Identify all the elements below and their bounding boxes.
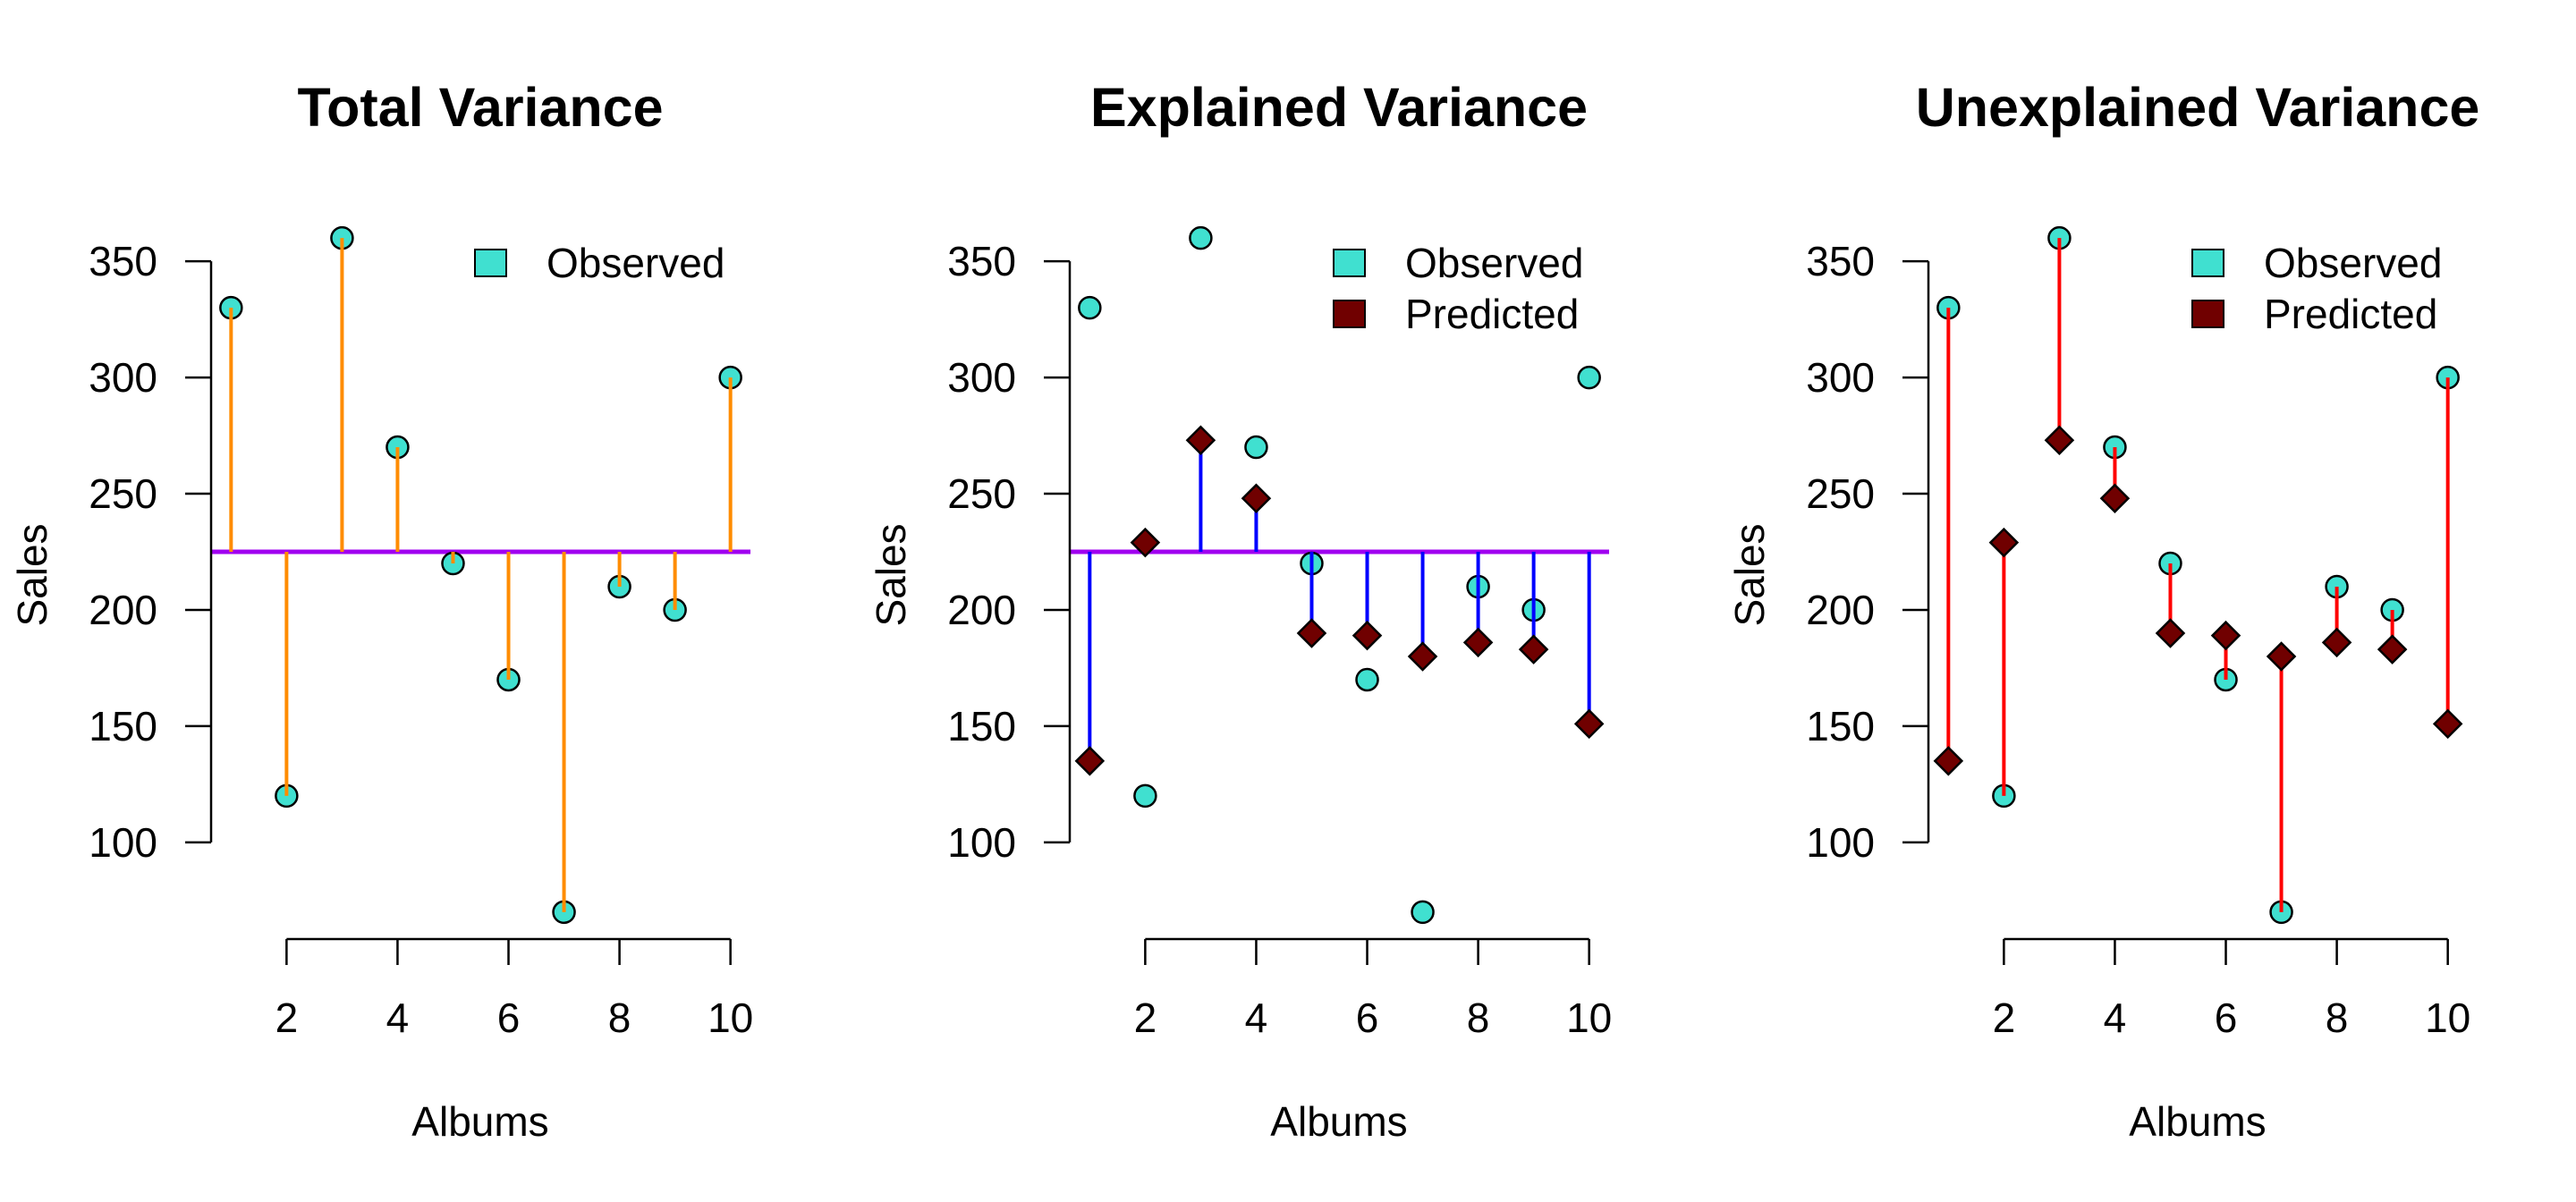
x-tick-label: 4 (1245, 995, 1268, 1041)
axes: 100 150 200 250 300 350 2 4 6 8 10 (89, 238, 753, 1041)
predicted-point (2099, 483, 2131, 514)
observed-point (1577, 365, 1601, 390)
x-tick-label: 8 (2326, 995, 2349, 1041)
y-tick-label: 250 (947, 470, 1016, 517)
plot-marks (1933, 225, 2463, 925)
predicted-point (1573, 708, 1605, 740)
observed-point (1078, 295, 1102, 320)
legend-label-predicted: Predicted (1405, 291, 1579, 337)
observed-point (1244, 435, 1268, 460)
x-tick-label: 6 (1356, 995, 1379, 1041)
legend-swatch-observed (1333, 249, 1366, 277)
chart-title: Explained Variance (1090, 77, 1588, 138)
y-tick-label: 200 (947, 587, 1016, 633)
x-tick-label: 6 (497, 995, 521, 1041)
legend-label-observed: Observed (547, 240, 724, 286)
observed-point (1189, 225, 1213, 250)
x-axis-label: Albums (411, 1098, 548, 1145)
predicted-point (2266, 641, 2297, 672)
panel-total-variance: Total Variance Albums Sales 100 150 200 250… (9, 77, 753, 1145)
y-tick-label: 250 (89, 470, 157, 517)
y-tick-label: 200 (1806, 587, 1875, 633)
predicted-point (1130, 527, 1161, 558)
y-axis-label: Sales (868, 523, 914, 626)
x-tick-label: 4 (2104, 995, 2127, 1041)
x-tick-label: 10 (708, 995, 753, 1041)
y-tick-label: 300 (1806, 354, 1875, 401)
x-tick-label: 2 (275, 995, 299, 1041)
y-tick-label: 150 (1806, 703, 1875, 749)
y-tick-label: 300 (89, 354, 157, 401)
predicted-point (2432, 708, 2463, 740)
y-tick-label: 250 (1806, 470, 1875, 517)
axes: 100 150 200 250 300 350 2 4 6 8 10 (1806, 238, 2470, 1041)
legend-label-observed: Observed (2264, 240, 2442, 286)
observed-point (1411, 900, 1435, 925)
predicted-point (1352, 620, 1383, 651)
x-axis-label: Albums (2129, 1098, 2266, 1145)
x-axis-label: Albums (1270, 1098, 1407, 1145)
y-tick-label: 350 (947, 238, 1016, 284)
panel-unexplained-variance: Unexplained Variance Albums Sales 100 150… (1726, 77, 2479, 1145)
legend-swatch-predicted (2191, 300, 2224, 328)
predicted-point (1462, 627, 1494, 658)
predicted-point (2321, 627, 2352, 658)
observed-point (1133, 783, 1157, 808)
predicted-point (1988, 527, 2020, 558)
predicted-point (1241, 483, 1272, 514)
panel-explained-variance: Explained Variance Albums Sales 100 150 20… (868, 77, 1612, 1145)
legend-label-observed: Observed (1405, 240, 1583, 286)
legend-swatch-predicted (1333, 300, 1366, 328)
legend: Observed Predicted (2191, 240, 2442, 337)
plot-marks (1070, 225, 1609, 925)
predicted-point (2155, 618, 2186, 648)
chart-title: Total Variance (297, 77, 663, 138)
x-tick-label: 10 (2425, 995, 2470, 1041)
y-axis-label: Sales (1726, 523, 1773, 626)
y-tick-label: 150 (89, 703, 157, 749)
legend-label-predicted: Predicted (2264, 291, 2437, 337)
chart-title: Unexplained Variance (1916, 77, 2480, 138)
y-tick-label: 350 (1806, 238, 1875, 284)
x-tick-label: 8 (1467, 995, 1490, 1041)
y-tick-label: 100 (89, 819, 157, 866)
y-tick-label: 150 (947, 703, 1016, 749)
predicted-point (1185, 425, 1216, 456)
legend: Observed Predicted (1333, 240, 1583, 337)
legend-swatch-observed (2191, 249, 2224, 277)
y-tick-label: 200 (89, 587, 157, 633)
predicted-point (2377, 634, 2408, 664)
predicted-point (1074, 746, 1106, 776)
x-tick-label: 6 (2215, 995, 2238, 1041)
y-tick-label: 300 (947, 354, 1016, 401)
predicted-point (1518, 634, 1549, 664)
x-tick-label: 4 (386, 995, 410, 1041)
predicted-point (2044, 425, 2075, 456)
y-tick-label: 100 (1806, 819, 1875, 866)
predicted-point (1933, 746, 1964, 776)
x-tick-label: 2 (1993, 995, 2016, 1041)
y-tick-label: 350 (89, 238, 157, 284)
axes: 100 150 200 250 300 350 2 4 6 8 10 (947, 238, 1612, 1041)
y-axis-label: Sales (9, 523, 55, 626)
predicted-point (2210, 620, 2241, 651)
predicted-point (1296, 618, 1327, 648)
legend: Observed (474, 240, 724, 286)
x-tick-label: 8 (608, 995, 631, 1041)
plot-marks (211, 225, 750, 925)
legend-swatch-observed (474, 249, 507, 277)
x-tick-label: 2 (1134, 995, 1157, 1041)
predicted-point (1407, 641, 1438, 672)
observed-point (1355, 667, 1379, 692)
y-tick-label: 100 (947, 819, 1016, 866)
x-tick-label: 10 (1566, 995, 1612, 1041)
